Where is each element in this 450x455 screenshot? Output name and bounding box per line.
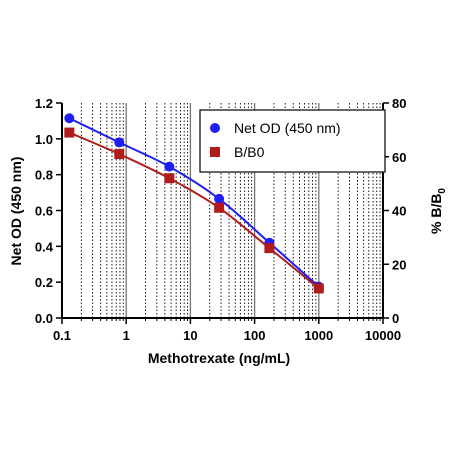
- x-tick-label: 1000: [304, 328, 333, 343]
- data-point-b-b0: [214, 202, 225, 213]
- y-left-tick-label: 0.0: [35, 311, 53, 326]
- data-point-net-od: [164, 161, 175, 172]
- data-point-net-od: [214, 193, 225, 204]
- x-axis-title: Methotrexate (ng/mL): [148, 350, 290, 366]
- y-axis-right-title-main: % B/B: [428, 194, 444, 234]
- x-tick-label: 10: [183, 328, 197, 343]
- y-left-tick-label: 0.8: [35, 168, 53, 183]
- x-tick-label: 0.1: [53, 328, 71, 343]
- data-point-b-b0: [164, 173, 175, 184]
- data-point-b-b0: [64, 127, 75, 138]
- series-layer: [64, 113, 324, 294]
- x-tick-label: 100: [244, 328, 266, 343]
- y-left-tick-label: 1.2: [35, 96, 53, 111]
- legend-marker-b-b0: [210, 147, 220, 157]
- x-tick-label: 1: [123, 328, 130, 343]
- y-right-tick-label: 60: [392, 150, 406, 165]
- y-axis-right-title: % B/B0: [428, 188, 448, 234]
- data-point-net-od: [64, 113, 75, 124]
- y-right-tick-label: 0: [392, 311, 399, 326]
- y-left-tick-label: 0.4: [35, 239, 54, 254]
- y-left-tick-label: 1.0: [35, 132, 53, 147]
- y-right-tick-label: 40: [392, 204, 406, 219]
- x-tick-label: 10000: [365, 328, 401, 343]
- data-point-b-b0: [264, 243, 275, 254]
- data-point-b-b0: [114, 149, 125, 160]
- legend-label-b-b0: B/B0: [234, 144, 265, 160]
- data-point-net-od: [114, 137, 125, 148]
- legend-box: [199, 109, 386, 173]
- legend: Net OD (450 nm) B/B0: [199, 109, 386, 173]
- data-point-b-b0: [313, 283, 324, 294]
- y-right-tick-label: 80: [392, 96, 406, 111]
- y-left-tick-label: 0.6: [35, 204, 53, 219]
- axes: 0.1 1 10 100 1000 10000 0.0 0.2 0.4 0.6 0.8 1.0 1.2 0…: [35, 96, 407, 343]
- legend-label-net-od: Net OD (450 nm): [234, 120, 341, 136]
- y-left-tick-label: 0.2: [35, 275, 53, 290]
- y-right-tick-label: 20: [392, 257, 406, 272]
- legend-marker-net-od: [210, 123, 220, 133]
- y-axis-left-title: Net OD (450 nm): [8, 157, 24, 266]
- y-axis-right-title-sub: 0: [437, 188, 448, 194]
